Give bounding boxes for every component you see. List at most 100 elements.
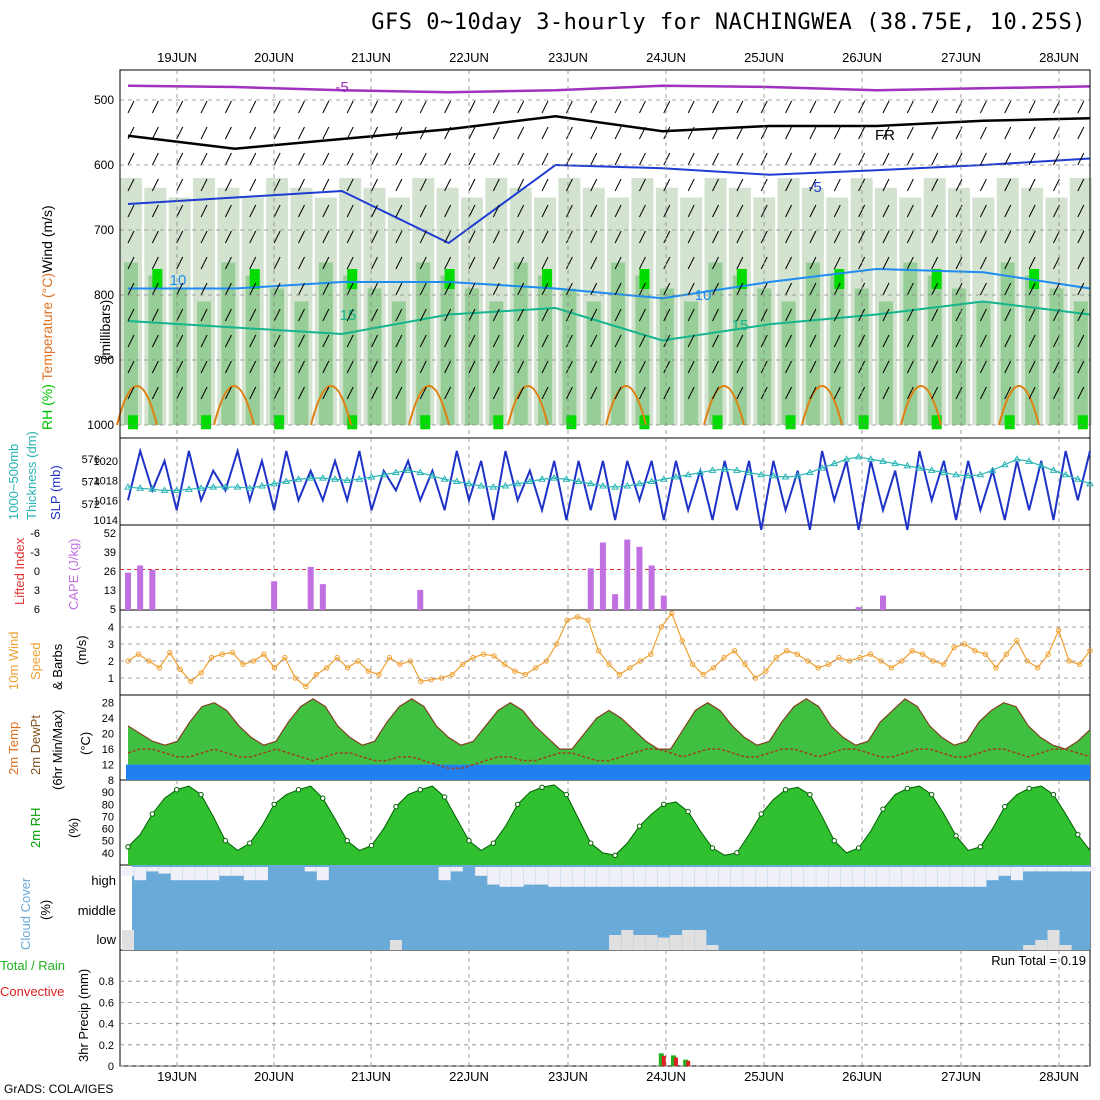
thickness-marker [1086,479,1094,487]
wind-barb [200,256,208,270]
wind-barb [200,360,208,374]
wind-barb [906,386,914,400]
wind-barb [273,334,281,348]
wind-barb [736,256,744,270]
cloud-high-block [1035,867,1048,872]
rh-shade [201,415,212,430]
cloud-high-block [1059,867,1072,872]
thickness-marker [976,470,985,478]
wind-barb [541,256,549,270]
cloud-high-block [840,867,853,887]
thickness-marker [586,479,595,487]
wind-barb [1053,126,1060,140]
wind-barb [614,308,622,322]
wind-speed-marker [344,665,351,671]
wind-barb [492,386,500,400]
wind-speed-marker [198,670,204,676]
wind-barb [322,230,330,244]
precip-tick: 0.4 [99,1019,114,1031]
cloud-high-block [560,867,573,887]
wind-speed-marker [240,661,246,668]
wind-barb [176,100,184,114]
wind-barb [614,178,622,192]
thickness-marker [672,473,680,480]
wind-barb [736,152,744,166]
wind-speed-marker [815,665,821,671]
wind-barb [638,178,646,192]
cape-bar [612,594,619,610]
wind-barb [955,386,963,400]
wind-speed-marker [742,661,748,668]
rh-marker [977,844,984,850]
cloud-high-block [523,867,536,885]
wind-barb [249,308,257,322]
wind-barb [614,126,622,140]
wind-barb [371,100,378,114]
wind-barb [468,230,476,244]
wind-barb [298,204,305,218]
li-tick: -3 [30,547,40,559]
wind-barb [809,100,817,114]
cape-bar [636,546,643,610]
thickness-marker [221,483,230,490]
wind-speed-marker [428,677,434,683]
wind-speed-marker [303,683,309,690]
wind-barb [931,204,939,218]
wind-barb [760,308,768,322]
rh-marker [880,806,886,812]
wind-speed-marker [993,665,999,671]
wind-barb [346,178,354,192]
thickness-marker [891,459,900,467]
precip-tick: 0 [108,1061,114,1073]
slp-label: SLP (mb) [48,465,63,520]
thickness-marker [659,475,668,482]
rh-shade [858,415,869,430]
thickness-marker [306,474,315,481]
wind-barb [1028,230,1036,244]
wind-barb [882,152,890,166]
isotherm-20 [408,385,450,426]
wind-barb [663,152,671,166]
rh-shade [805,262,820,425]
wind-barb [979,152,987,166]
thickness-marker [148,485,157,492]
wind-barb [127,308,135,322]
wind-barb [931,100,939,114]
wind-barb [736,230,744,244]
thickness-marker [732,466,741,473]
wind-barb [517,256,525,270]
wind-barb [712,386,719,400]
thickness-marker [769,471,778,479]
wind-barb [419,256,427,270]
wind-barb [541,204,549,218]
wind-barb [833,126,841,140]
cloud-high-block [876,867,889,887]
rh-shade [347,415,358,430]
cloud-unit: (%) [38,900,53,920]
wind-barb [322,282,330,296]
precip-label-3: 3hr Precip (mm) [76,969,91,1062]
wind10-unit: (m/s) [74,635,89,665]
cloud-low-block [621,930,634,950]
wind-barb [736,334,744,348]
wind-barb [298,126,305,140]
wind-barb [492,178,500,192]
cape-bar [137,565,144,610]
date-label-top: 26JUN [842,50,882,65]
cape-bar [879,595,886,610]
slp-tick: 1014 [94,515,118,527]
rh-marker [661,801,667,807]
wind-tick: 2 [108,656,114,668]
cloud-high-block [633,867,646,887]
cloud-low-block [1059,945,1072,950]
rh-shade [834,269,845,289]
wind-barb [273,360,281,374]
wind-barb [565,334,573,348]
thickness-marker [404,466,412,473]
thickness-marker [818,464,826,471]
wind-barb [224,100,232,114]
wind-barb [224,282,232,296]
cloud-high-block [243,867,256,881]
wind-speed-marker [836,654,842,661]
cloud-high-block [913,867,926,887]
